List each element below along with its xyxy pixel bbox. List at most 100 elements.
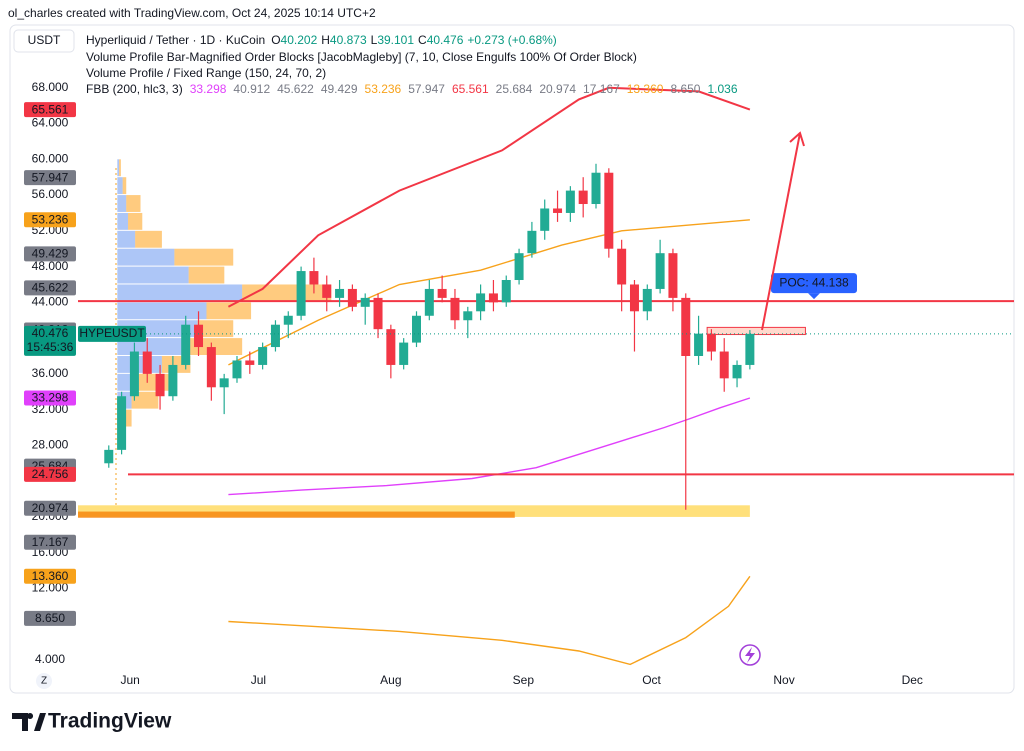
x-tick-label: Nov xyxy=(773,673,794,687)
price-badge xyxy=(24,102,76,118)
order-block xyxy=(706,326,806,336)
candle-body xyxy=(335,288,345,298)
change: +0.273 (+0.68%) xyxy=(467,33,556,47)
profile-up xyxy=(117,248,175,266)
candle-body xyxy=(668,253,678,298)
last-price-badge xyxy=(24,325,76,356)
fbb-value: 1.036 xyxy=(707,82,737,96)
candle-body xyxy=(360,297,370,307)
candle-body xyxy=(437,288,447,298)
tz-button[interactable] xyxy=(36,673,52,689)
poc-label: POC: 44.138 xyxy=(779,275,849,289)
profile-down xyxy=(126,195,141,212)
candle-body xyxy=(488,293,498,303)
candle-body xyxy=(463,311,473,321)
x-tick-label: Aug xyxy=(380,673,401,687)
price-badge-label: 8.650 xyxy=(35,611,65,625)
fbb-value: 8.650 xyxy=(670,82,700,96)
candle-body xyxy=(694,333,704,356)
y-tick-label: 68.000 xyxy=(32,80,69,94)
projection-arrow xyxy=(761,131,805,331)
price-badge xyxy=(24,500,76,516)
candle-body xyxy=(386,329,396,365)
price-badge-label: 45.622 xyxy=(32,281,69,295)
candle-body xyxy=(399,342,409,365)
profile-up xyxy=(117,230,136,248)
price-badge xyxy=(24,246,76,262)
price-badge-label: 33.298 xyxy=(32,391,69,405)
profile-down xyxy=(124,409,132,427)
ohlc-label: O xyxy=(271,33,280,47)
y-tick-label: 28.000 xyxy=(32,438,69,452)
poc-tag xyxy=(771,273,857,294)
fbb-value: 17.167 xyxy=(583,82,620,96)
order-block xyxy=(78,505,750,517)
candle-body xyxy=(411,315,421,343)
candle-body xyxy=(283,315,293,325)
profile-down xyxy=(197,320,234,338)
y-tick-label: 36.000 xyxy=(32,366,69,380)
fbb-value: 20.974 xyxy=(539,82,576,96)
candle-body xyxy=(617,248,627,285)
candle-body xyxy=(604,172,614,249)
price-badge xyxy=(24,212,76,228)
price-badge-label: 20.974 xyxy=(32,501,69,515)
candle-body xyxy=(540,208,550,231)
ohlc-value: 40.476 xyxy=(427,33,464,47)
candle-body xyxy=(553,208,563,213)
currency-label[interactable]: USDT xyxy=(28,33,61,47)
candle-body xyxy=(745,333,755,365)
candle-body xyxy=(104,449,114,464)
currency-button[interactable] xyxy=(13,29,75,53)
profile-down xyxy=(206,302,252,320)
price-badge-label: 53.236 xyxy=(32,212,69,226)
x-tick-label: Oct xyxy=(642,673,661,687)
price-badge xyxy=(24,534,76,550)
candle-body xyxy=(206,347,216,388)
y-tick-label: 56.000 xyxy=(32,187,69,201)
profile-up xyxy=(117,159,120,177)
x-tick-label: Dec xyxy=(902,673,923,687)
price-badge xyxy=(24,170,76,186)
symbol-tag xyxy=(78,325,146,342)
candle-body xyxy=(591,172,601,205)
tz-label[interactable]: Z xyxy=(41,676,47,687)
poc-pointer xyxy=(808,293,820,300)
profile-down xyxy=(119,159,121,177)
ohlc-label: C xyxy=(418,33,427,47)
ohlc-label: L xyxy=(371,33,378,47)
candle-body xyxy=(706,333,716,352)
candle-body xyxy=(129,351,139,397)
candle-body xyxy=(719,351,729,379)
candle-body xyxy=(232,360,242,379)
candle-body xyxy=(373,297,383,330)
price-badge xyxy=(24,568,76,584)
fbb-name: FBB (200, hlc3, 3) xyxy=(86,82,183,96)
price-badge xyxy=(24,610,76,626)
legend-line: Hyperliquid / Tether · 1D · KuCoin O40.20… xyxy=(86,33,557,47)
y-tick-label: 64.000 xyxy=(32,116,69,130)
profile-up xyxy=(117,177,123,195)
price-badge-label: 57.947 xyxy=(32,170,69,184)
fbb-line xyxy=(228,575,751,666)
price-badge xyxy=(24,390,76,406)
ohlc-value: 40.873 xyxy=(330,33,367,47)
x-tick-label: Jul xyxy=(251,673,266,687)
ohlc-value: 40.202 xyxy=(281,33,318,47)
countdown: 15:45:36 xyxy=(27,340,74,354)
ohlc-label: H xyxy=(321,33,330,47)
profile-down xyxy=(135,230,162,248)
chart-frame xyxy=(9,24,1015,694)
fbb-value: 65.561 xyxy=(452,82,489,96)
plot-area: POC: 44.138 xyxy=(78,86,1014,666)
fbb-value: 53.236 xyxy=(365,82,402,96)
candle-body xyxy=(219,378,229,388)
candle-body xyxy=(565,190,575,213)
candle-body xyxy=(245,360,255,365)
ohlc-value: 39.101 xyxy=(377,33,414,47)
last-price-label: 40.476 xyxy=(32,326,69,340)
candle-body xyxy=(514,253,524,281)
x-tick-label: Sep xyxy=(513,673,535,687)
fbb-value: 25.684 xyxy=(496,82,533,96)
profile-down xyxy=(122,177,127,195)
